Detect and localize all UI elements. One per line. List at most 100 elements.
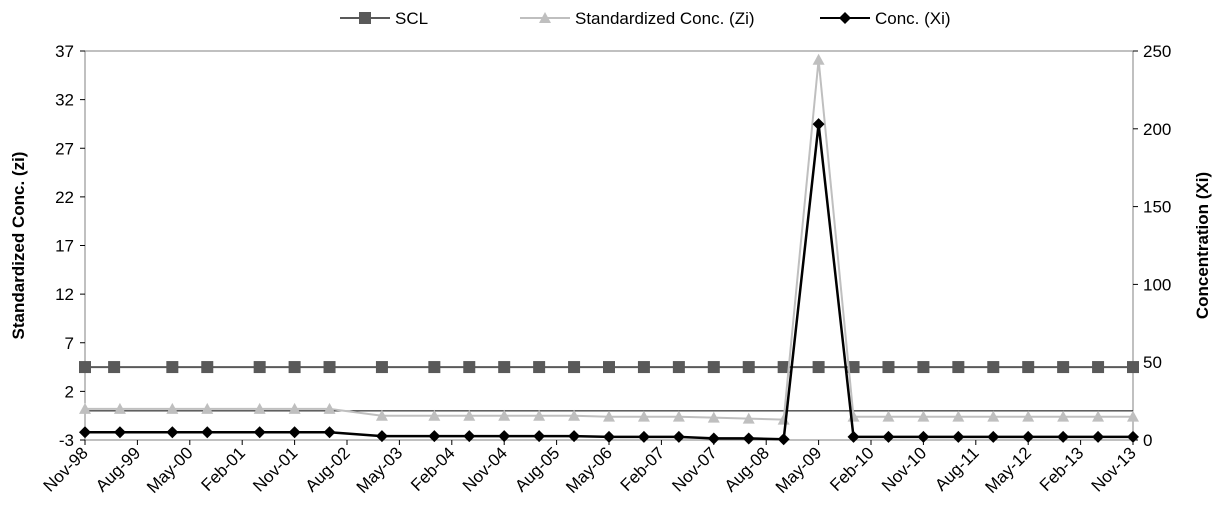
data-point-conc xyxy=(952,430,965,443)
x-tick-label: Aug-11 xyxy=(931,443,982,494)
x-tick-label: Nov-98 xyxy=(40,443,92,495)
data-point-scl xyxy=(987,361,1000,374)
data-point-scl xyxy=(108,361,121,374)
x-tick-label: Aug-02 xyxy=(302,443,354,495)
data-point-conc xyxy=(742,432,755,445)
data-point-standardized-conc xyxy=(1057,410,1070,422)
data-point-conc xyxy=(917,430,930,443)
y-right-tick-label: 250 xyxy=(1143,42,1171,61)
y-left-tick-label: 17 xyxy=(55,237,74,256)
plot-area-frame xyxy=(84,50,1134,441)
y-right-axis-title: Concentration (Xi) xyxy=(1193,172,1212,319)
data-point-conc xyxy=(79,426,91,439)
data-point-conc xyxy=(463,430,476,443)
data-point-standardized-conc xyxy=(323,402,336,414)
x-tick-label: May-09 xyxy=(772,443,826,497)
x-tick-label: Nov-01 xyxy=(249,443,301,495)
data-point-standardized-conc xyxy=(882,410,895,422)
data-point-conc xyxy=(1092,430,1105,443)
data-point-scl xyxy=(882,361,895,374)
data-point-scl xyxy=(742,361,755,374)
x-tick-label: Aug-08 xyxy=(721,443,773,495)
data-point-scl xyxy=(672,361,685,374)
data-point-scl xyxy=(201,361,214,374)
y-right-tick-label: 50 xyxy=(1143,353,1162,372)
x-tick-label: Feb-04 xyxy=(407,443,459,495)
data-point-conc xyxy=(987,430,1000,443)
data-point-standardized-conc xyxy=(428,409,441,421)
x-tick-label: May-03 xyxy=(353,443,407,497)
y-left-tick-label: -3 xyxy=(59,431,74,450)
data-point-scl xyxy=(498,361,511,374)
x-tick-label: May-12 xyxy=(982,443,1036,497)
data-point-standardized-conc xyxy=(253,402,266,414)
x-tick-label: Aug-05 xyxy=(511,443,563,495)
x-tick-label: Feb-07 xyxy=(617,443,669,495)
data-point-conc xyxy=(166,426,179,439)
data-point-scl xyxy=(1057,361,1070,374)
data-point-conc xyxy=(428,430,441,443)
data-point-standardized-conc xyxy=(375,409,388,421)
data-point-conc xyxy=(568,430,581,443)
data-point-conc xyxy=(253,426,266,439)
data-point-conc xyxy=(498,430,511,443)
data-point-standardized-conc xyxy=(672,410,685,422)
legend-marker-scl xyxy=(359,12,371,24)
data-point-standardized-conc xyxy=(637,410,650,422)
x-tick-label: Feb-13 xyxy=(1036,443,1088,495)
data-point-scl xyxy=(952,361,965,374)
data-point-scl xyxy=(79,361,91,374)
y-right-tick-label: 200 xyxy=(1143,120,1171,139)
data-point-standardized-conc xyxy=(1092,410,1105,422)
x-tick-label: May-06 xyxy=(562,443,616,497)
data-point-conc xyxy=(812,118,825,131)
data-point-conc xyxy=(1057,430,1070,443)
data-point-scl xyxy=(637,361,650,374)
data-point-standardized-conc xyxy=(533,409,546,421)
data-point-standardized-conc xyxy=(742,412,755,424)
x-tick-label: Nov-07 xyxy=(668,443,720,495)
data-point-standardized-conc xyxy=(113,402,126,414)
data-point-conc xyxy=(201,426,214,439)
y-left-tick-label: 2 xyxy=(65,382,74,401)
data-point-conc xyxy=(603,430,615,443)
x-tick-label: Aug-99 xyxy=(92,443,144,495)
data-point-standardized-conc xyxy=(498,409,511,421)
data-point-standardized-conc xyxy=(463,409,476,421)
legend-label-scl: SCL xyxy=(395,9,428,28)
data-point-conc xyxy=(288,426,301,439)
data-point-scl xyxy=(428,361,441,374)
data-point-scl xyxy=(288,361,301,374)
series-line-conc xyxy=(85,123,1133,441)
y-left-tick-label: 22 xyxy=(55,188,74,207)
y-left-tick-label: 27 xyxy=(55,139,74,158)
y-right-tick-label: 150 xyxy=(1143,198,1171,217)
x-tick-label: Feb-01 xyxy=(197,443,249,495)
y-left-tick-label: 12 xyxy=(55,285,74,304)
data-point-standardized-conc xyxy=(987,410,1000,422)
data-point-conc xyxy=(1127,430,1139,443)
data-point-scl xyxy=(463,361,476,374)
data-point-conc xyxy=(882,430,895,443)
data-point-scl xyxy=(917,361,930,374)
data-point-conc xyxy=(637,430,650,443)
data-point-conc xyxy=(375,430,388,443)
y-right-tick-label: 0 xyxy=(1143,431,1152,450)
data-point-scl xyxy=(533,361,546,374)
data-point-conc xyxy=(672,430,685,443)
data-point-standardized-conc xyxy=(79,402,91,414)
data-point-standardized-conc xyxy=(288,402,301,414)
legend-marker-standardized-conc xyxy=(539,12,551,23)
data-point-scl xyxy=(1127,361,1139,374)
x-tick-label: Feb-10 xyxy=(826,443,878,495)
x-tick-label: Nov-04 xyxy=(459,443,511,495)
data-point-standardized-conc xyxy=(1127,410,1139,422)
data-point-scl xyxy=(323,361,336,374)
y-left-tick-label: 7 xyxy=(65,334,74,353)
data-point-standardized-conc xyxy=(1022,410,1035,422)
legend-marker-conc xyxy=(839,12,851,24)
data-point-conc xyxy=(847,430,860,443)
x-tick-label: Nov-13 xyxy=(1088,443,1140,495)
legend-label-conc: Conc. (Xi) xyxy=(875,9,951,28)
